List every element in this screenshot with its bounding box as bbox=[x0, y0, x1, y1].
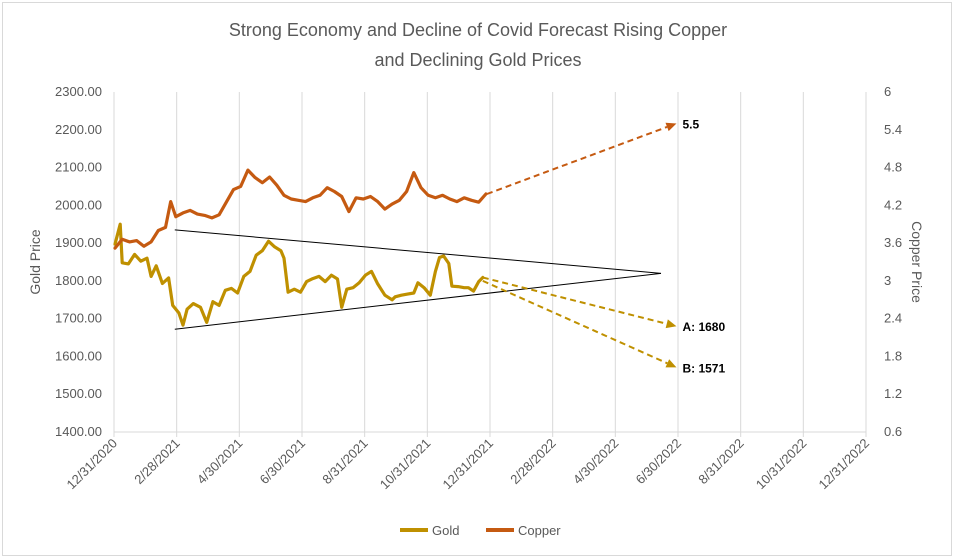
y-tick-label: 2300.00 bbox=[55, 84, 102, 99]
legend-copper-label: Copper bbox=[518, 523, 561, 538]
y2-tick-label: 3 bbox=[884, 273, 891, 288]
y2-tick-label: 0.6 bbox=[884, 424, 902, 439]
chart-title-line2: and Declining Gold Prices bbox=[374, 50, 581, 70]
x-tick-label: 6/30/2022 bbox=[633, 436, 685, 488]
x-tick-label: 12/31/2020 bbox=[63, 436, 120, 493]
x-tick-label: 4/30/2021 bbox=[194, 436, 246, 488]
y-tick-label: 1900.00 bbox=[55, 235, 102, 250]
forecast-label: A: 1680 bbox=[682, 320, 725, 334]
series-line-copper bbox=[113, 168, 488, 250]
x-tick-label: 8/31/2021 bbox=[319, 436, 371, 488]
x-tick-label: 2/28/2022 bbox=[507, 436, 559, 488]
y-tick-label: 1600.00 bbox=[55, 348, 102, 363]
forecast-arrow-head bbox=[665, 122, 677, 132]
forecast-label: 5.5 bbox=[682, 117, 699, 131]
trendline bbox=[174, 272, 662, 330]
forecast-arrow-line bbox=[482, 279, 668, 365]
left-axis-ticks: 1400.00 1500.00 1600.00 1700.00 1800.00 1900.… bbox=[55, 84, 102, 439]
series-line-gold bbox=[113, 222, 485, 327]
y-tick-label: 1500.00 bbox=[55, 386, 102, 401]
forecast-arrows: 5.5 A: 1680 B: 1571 bbox=[482, 117, 725, 375]
x-tick-label: 10/31/2022 bbox=[753, 436, 810, 493]
x-tick-label: 6/30/2021 bbox=[257, 436, 309, 488]
y2-tick-label: 4.2 bbox=[884, 197, 902, 212]
y2-tick-label: 3.6 bbox=[884, 235, 902, 250]
forecast-arrow-line bbox=[482, 276, 668, 325]
y-axis-title: Gold Price bbox=[27, 229, 43, 295]
right-axis-ticks: 0.6 1.2 1.8 2.4 3 3.6 4.2 4.8 5.4 6 bbox=[884, 84, 902, 439]
y-tick-label: 1800.00 bbox=[55, 273, 102, 288]
y2-tick-label: 6 bbox=[884, 84, 891, 99]
y2-axis-title: Copper Price bbox=[909, 221, 925, 303]
y2-tick-label: 5.4 bbox=[884, 122, 902, 137]
vertical-gridlines bbox=[113, 92, 867, 432]
x-tick-label: 12/31/2021 bbox=[439, 436, 496, 493]
y2-tick-label: 2.4 bbox=[884, 311, 902, 326]
forecast-arrow-head bbox=[665, 319, 677, 329]
x-axis-ticks: 12/31/2020 2/28/2021 4/30/2021 6/30/2021 8/3… bbox=[63, 432, 872, 492]
y2-tick-label: 1.8 bbox=[884, 348, 902, 363]
x-tick-label: 2/28/2021 bbox=[131, 436, 183, 488]
forecast-label: B: 1571 bbox=[682, 361, 725, 375]
y2-tick-label: 1.2 bbox=[884, 386, 902, 401]
series-lines bbox=[113, 168, 488, 327]
y2-tick-label: 4.8 bbox=[884, 160, 902, 175]
trendlines bbox=[174, 229, 662, 330]
y-tick-label: 2200.00 bbox=[55, 122, 102, 137]
trendline bbox=[174, 229, 662, 274]
legend: Gold Copper bbox=[400, 523, 561, 538]
chart-title-line1: Strong Economy and Decline of Covid Fore… bbox=[229, 20, 727, 40]
legend-gold-label: Gold bbox=[432, 523, 459, 538]
y-tick-label: 1400.00 bbox=[55, 424, 102, 439]
x-tick-label: 10/31/2021 bbox=[377, 436, 434, 493]
forecast-arrow-head bbox=[665, 359, 677, 368]
x-tick-label: 12/31/2022 bbox=[815, 436, 872, 493]
y-tick-label: 2000.00 bbox=[55, 197, 102, 212]
x-tick-label: 4/30/2022 bbox=[570, 436, 622, 488]
forecast-arrow-line bbox=[486, 126, 668, 195]
x-tick-label: 8/31/2022 bbox=[695, 436, 747, 488]
y-tick-label: 2100.00 bbox=[55, 160, 102, 175]
y-tick-label: 1700.00 bbox=[55, 311, 102, 326]
